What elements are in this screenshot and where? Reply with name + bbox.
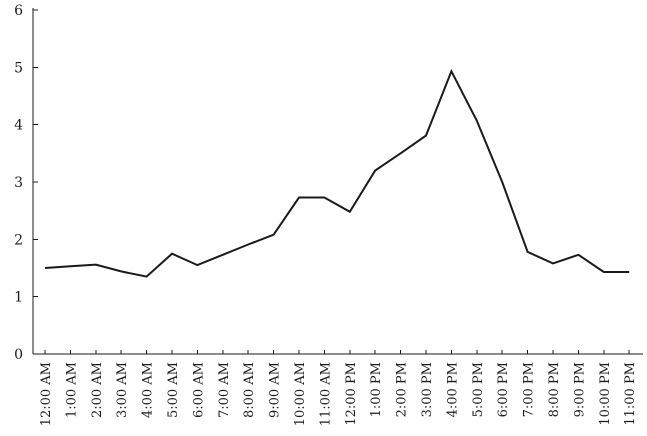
- x-tick-label: 4:00 AM: [141, 362, 156, 418]
- x-tick-label: 11:00 PM: [623, 362, 638, 426]
- x-tick-label: 3:00 AM: [115, 362, 130, 418]
- y-tick-label: 3: [14, 175, 23, 191]
- x-tick-label: 7:00 AM: [217, 362, 232, 418]
- x-tick-label: 7:00 PM: [522, 362, 537, 417]
- x-axis-ticks: 12:00 AM 1:00 AM 2:00 AM 3:00 AM 4:00 AM 5:00…: [39, 350, 638, 426]
- y-tick-label: 1: [14, 290, 23, 306]
- x-tick-label: 2:00 PM: [395, 362, 410, 417]
- x-tick-label: 5:00 AM: [166, 362, 181, 418]
- x-tick-label: 12:00 AM: [39, 362, 54, 426]
- x-tick-label: 3:00 PM: [420, 362, 435, 417]
- x-tick-label: 5:00 PM: [471, 362, 486, 417]
- x-tick-label: 6:00 AM: [191, 362, 206, 418]
- y-tick-label: 2: [14, 232, 23, 248]
- x-tick-label: 8:00 PM: [547, 362, 562, 417]
- series-layer: [44, 68, 630, 278]
- x-tick-label: 2:00 AM: [90, 362, 105, 418]
- x-tick-label: 12:00 PM: [344, 362, 359, 426]
- y-axis-ticks: 0 1 2 3 4 5 6: [14, 3, 38, 363]
- series-line: [44, 68, 630, 278]
- x-tick-label: 11:00 AM: [318, 362, 333, 426]
- axes: [32, 8, 643, 355]
- x-tick-label: 1:00 PM: [369, 362, 384, 417]
- x-tick-label: 1:00 AM: [64, 362, 79, 418]
- x-tick-label: 10:00 AM: [293, 362, 308, 426]
- y-tick-label: 4: [14, 118, 23, 134]
- x-tick-label: 6:00 PM: [496, 362, 511, 417]
- y-tick-label: 5: [14, 60, 23, 76]
- x-tick-label: 9:00 PM: [572, 362, 587, 417]
- y-tick-label: 6: [14, 3, 23, 19]
- x-tick-label: 10:00 PM: [598, 362, 613, 426]
- y-tick-label: 0: [14, 347, 23, 363]
- x-tick-label: 8:00 AM: [242, 362, 257, 418]
- x-tick-label: 4:00 PM: [445, 362, 460, 417]
- x-tick-label: 9:00 AM: [268, 362, 283, 418]
